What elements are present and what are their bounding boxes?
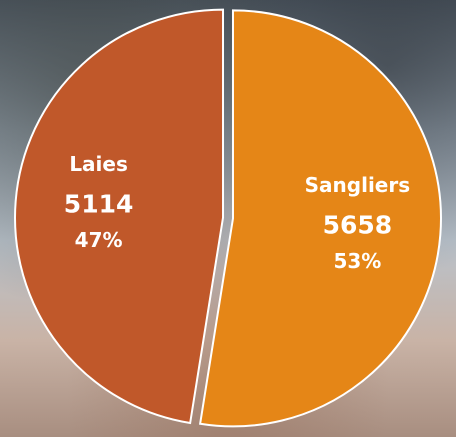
slice-percent: 47% bbox=[75, 228, 123, 252]
screen: Sangliers 5658 53% Laies 5114 47% bbox=[0, 0, 456, 437]
slice-name: Laies bbox=[69, 152, 128, 176]
slice-value: 5658 bbox=[323, 210, 393, 239]
chart: Sangliers 5658 53% Laies 5114 47% bbox=[0, 0, 456, 437]
slice-value: 5114 bbox=[64, 190, 134, 219]
slice-name: Sangliers bbox=[305, 173, 411, 197]
slice-percent: 53% bbox=[333, 249, 381, 273]
pie-slice bbox=[200, 10, 441, 426]
